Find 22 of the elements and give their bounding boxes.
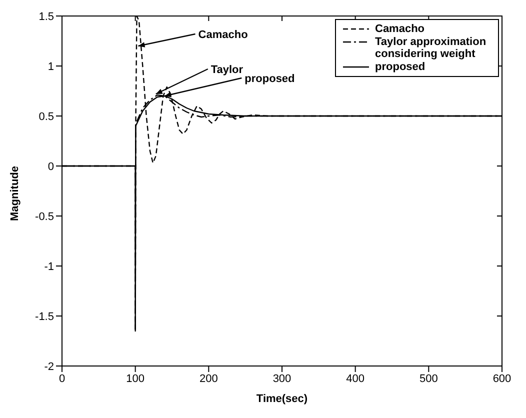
x-tick-label: 100 [126, 372, 145, 385]
y-tick-label: -0.5 [35, 210, 54, 223]
y-tick-label: 0 [48, 160, 54, 173]
x-tick-label: 200 [199, 372, 218, 385]
y-tick-label: -2 [44, 360, 54, 373]
annotation: proposed [244, 73, 295, 85]
x-tick-label: 500 [419, 372, 438, 385]
x-tick-label: 600 [492, 372, 512, 385]
y-tick-label: 0.5 [38, 110, 54, 123]
legend-label: proposed [375, 61, 426, 73]
x-tick-label: 0 [58, 372, 66, 385]
annotation: Taylor [210, 64, 244, 76]
x-axis-title: Time(sec) [256, 393, 308, 405]
x-tick-label: 300 [272, 372, 292, 385]
y-tick-label: 1.5 [38, 10, 54, 23]
y-tick-label: 1 [48, 60, 54, 73]
x-tick-label: 400 [346, 372, 365, 385]
annotation: Camacho [198, 29, 248, 41]
y-tick-label: -1 [44, 260, 54, 273]
legend-label: Camacho [375, 23, 425, 35]
y-tick-label: -1.5 [35, 310, 54, 323]
y-axis-title: Magnitude [8, 166, 21, 221]
